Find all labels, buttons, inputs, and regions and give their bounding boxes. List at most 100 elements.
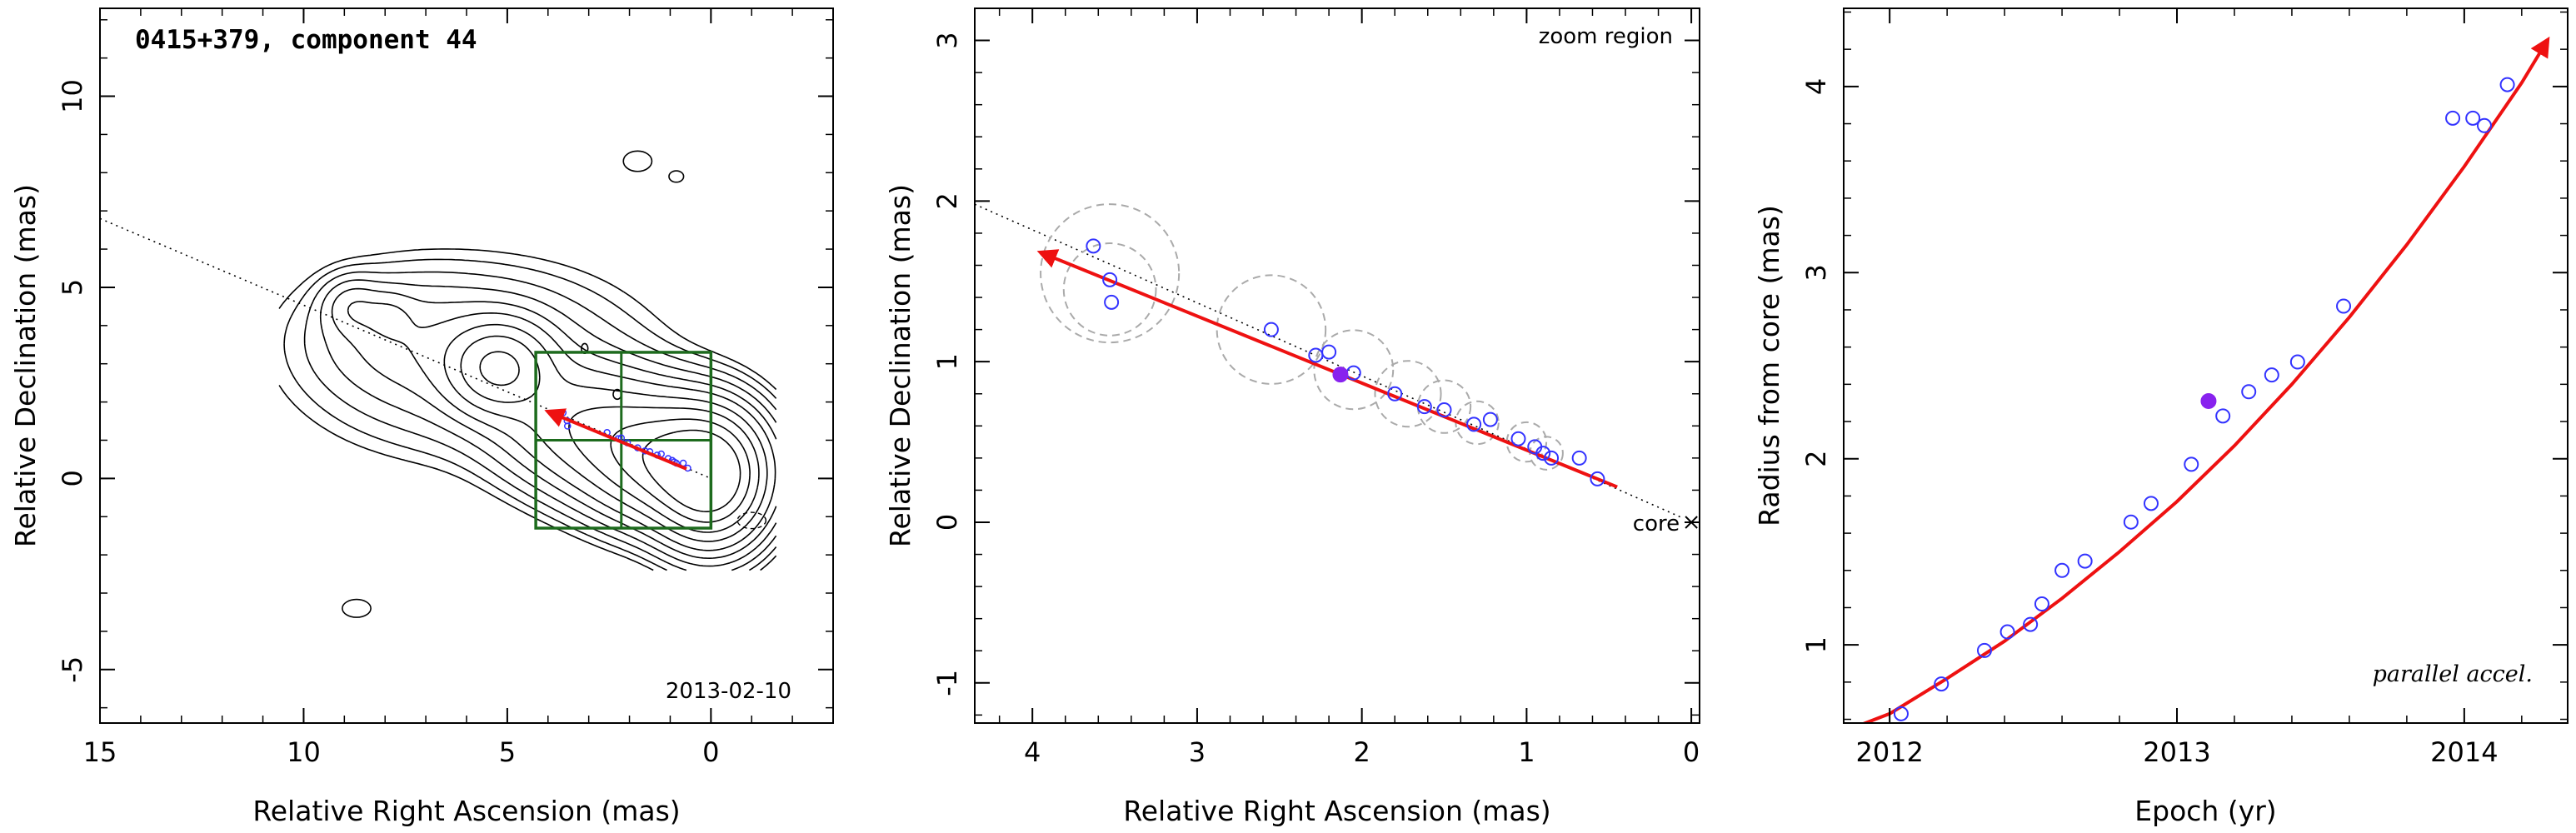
data-point	[1571, 450, 1587, 466]
panel3-corner-label: parallel accel.	[2373, 661, 2533, 687]
p2-x-tick-label: 1	[1518, 736, 1535, 768]
data-point	[1416, 399, 1432, 415]
error-circle	[1416, 379, 1472, 434]
acceleration-fit-curve	[1860, 36, 2550, 723]
contour-level	[331, 287, 777, 559]
core-label: core	[1633, 511, 1680, 536]
data-point	[2289, 354, 2305, 370]
panel2-corner-label: zoom region	[1539, 24, 1673, 49]
p2-y-tick-label: -1	[931, 670, 963, 696]
data-point	[2123, 514, 2139, 530]
contour-level	[443, 323, 768, 542]
data-point	[2143, 496, 2159, 511]
velocity-arrow	[544, 408, 687, 471]
contour-level	[479, 351, 751, 523]
data-point	[1510, 431, 1526, 446]
component-marker	[559, 409, 567, 416]
contour-level	[303, 271, 777, 571]
panel1-y-axis-label: Relative Declination (mas)	[9, 184, 42, 547]
data-point	[2184, 456, 2199, 472]
panel1-ticks: 15 10 5 0 -5 0 5 10	[57, 8, 834, 768]
data-point	[1104, 294, 1120, 310]
panel1-frame	[99, 7, 834, 724]
negative-contour	[736, 511, 767, 530]
panel2-ticks: 4 3 2 1 0 -1 0 1 2 3	[931, 7, 1700, 768]
panel1-x-axis-label: Relative Right Ascension (mas)	[252, 795, 680, 827]
highlight-point	[1332, 367, 1349, 383]
data-point	[2023, 616, 2039, 632]
contour-level	[642, 429, 741, 512]
contour-level	[278, 248, 777, 571]
data-point	[2465, 110, 2481, 126]
data-point	[2215, 408, 2231, 424]
data-point	[2336, 298, 2352, 314]
p1-y-tick-label: -5	[57, 656, 88, 683]
p3-y-tick-label: 2	[1800, 451, 1832, 467]
p2-y-tick-label: 1	[931, 353, 963, 370]
p1-x-tick-label: 5	[499, 736, 516, 768]
p2-x-tick-label: 4	[1024, 736, 1041, 768]
p2-x-tick-label: 3	[1189, 736, 1206, 768]
panel1-title: 0415+379, component 44	[135, 25, 477, 55]
panel2-y-axis-label: Relative Declination (mas)	[884, 184, 916, 547]
p3-y-tick-label: 4	[1800, 78, 1832, 95]
panel2-marks	[974, 203, 1698, 529]
data-point	[1387, 386, 1403, 402]
error-circle	[1505, 421, 1548, 463]
data-point	[1934, 676, 1949, 692]
panel1-date-label: 2013-02-10	[666, 679, 791, 704]
p1-y-tick-label: 5	[57, 279, 88, 296]
panel3-x-axis-label: Epoch (yr)	[2134, 795, 2276, 827]
error-circle	[1040, 203, 1181, 344]
data-point	[2241, 384, 2257, 400]
panel-radius-vs-epoch: 2012 2013 2014 1 2 3 4 parallel accel. Epoch (…	[1753, 7, 2569, 827]
p3-x-tick-label: 2013	[2143, 736, 2210, 768]
p2-x-tick-label: 0	[1683, 736, 1700, 768]
p2-y-tick-label: 0	[931, 514, 963, 531]
panel-zoom-region: 4 3 2 1 0 -1 0 1 2 3 zoom region core Relative Ri…	[884, 7, 1700, 827]
panel3-y-axis-label: Radius from core (mas)	[1753, 205, 1785, 526]
data-point	[1263, 322, 1279, 337]
panel1-marks	[99, 217, 713, 530]
panel3-ticks: 2012 2013 2014 1 2 3 4	[1800, 8, 2568, 768]
p1-y-tick-label: 0	[57, 470, 88, 486]
p3-x-tick-label: 2014	[2430, 736, 2498, 768]
panel-contour-map: 15 10 5 0 -5 0 5 10 0415+379, component 44 2013…	[9, 7, 834, 827]
data-point	[1086, 238, 1101, 254]
error-circle	[1062, 242, 1157, 337]
data-point	[1999, 624, 2015, 640]
p3-y-tick-label: 3	[1800, 264, 1832, 281]
data-point	[2054, 562, 2070, 578]
data-point	[2445, 110, 2461, 126]
p2-y-tick-label: 3	[931, 32, 963, 48]
error-circle	[1216, 274, 1327, 385]
data-point	[2476, 117, 2492, 133]
p3-y-tick-label: 1	[1800, 636, 1832, 653]
error-circle	[1374, 360, 1442, 428]
contour-level	[460, 335, 760, 533]
p1-x-tick-label: 0	[702, 736, 719, 768]
panel3-marks	[1860, 36, 2550, 723]
panel3-frame	[1843, 7, 2569, 724]
data-point	[2264, 367, 2279, 383]
contour-island	[622, 150, 653, 172]
p2-y-tick-label: 2	[931, 192, 963, 209]
p1-x-tick-label: 15	[83, 736, 117, 768]
panel2-x-axis-label: Relative Right Ascension (mas)	[1123, 795, 1550, 827]
p2-x-tick-label: 2	[1353, 736, 1370, 768]
jet-axis-line	[974, 203, 1682, 518]
contour-level	[319, 279, 777, 567]
data-point	[2034, 596, 2049, 611]
data-point	[2077, 553, 2093, 569]
data-point	[1308, 347, 1324, 363]
data-point	[1482, 412, 1498, 427]
data-point	[1436, 402, 1452, 418]
data-point	[1544, 450, 1560, 466]
data-point	[1102, 272, 1118, 287]
highlight-point	[2200, 392, 2217, 409]
data-point	[1466, 416, 1482, 432]
data-point	[1590, 471, 1605, 486]
data-point	[1345, 365, 1361, 381]
velocity-arrow	[1036, 249, 1618, 489]
